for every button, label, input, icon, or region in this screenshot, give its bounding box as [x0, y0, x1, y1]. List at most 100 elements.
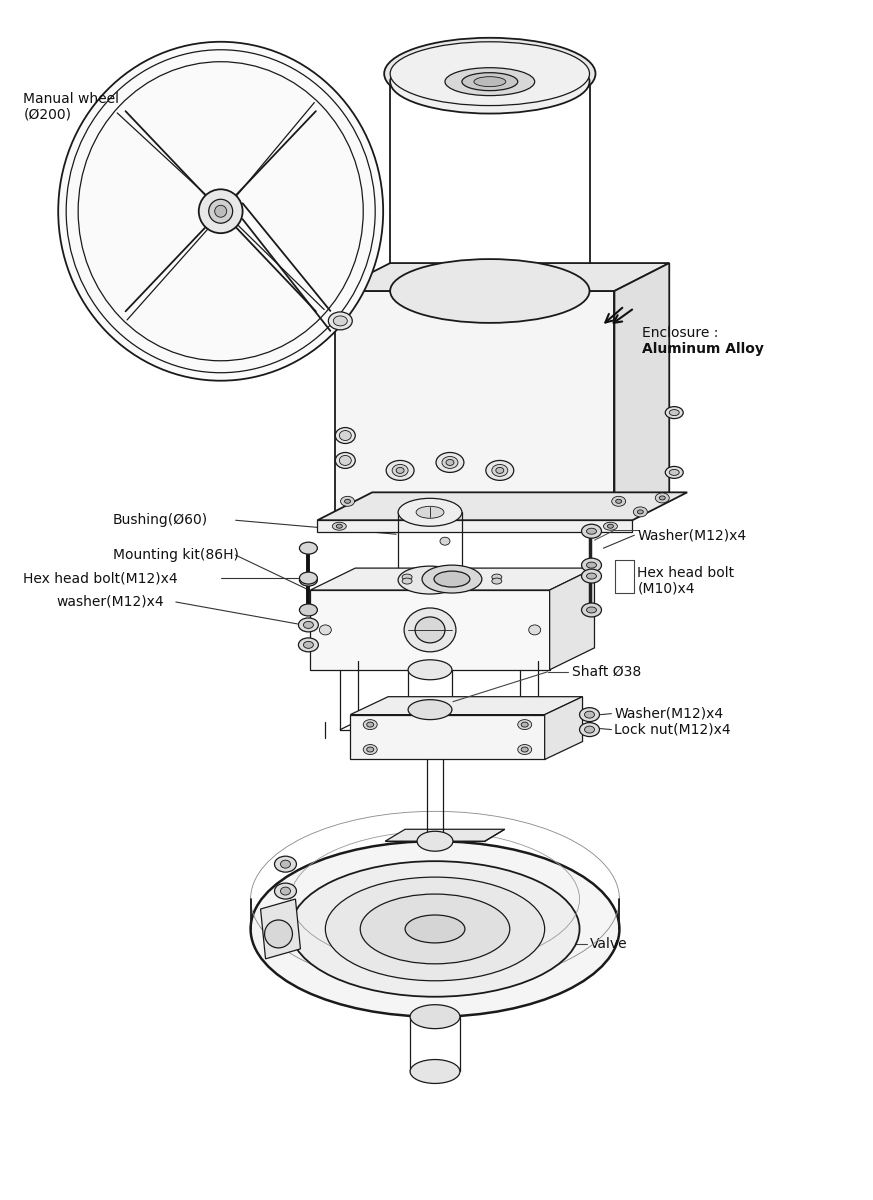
Ellipse shape	[491, 578, 502, 584]
Ellipse shape	[398, 498, 462, 527]
Text: Mounting kit(86H): Mounting kit(86H)	[113, 548, 239, 562]
Ellipse shape	[280, 860, 291, 868]
Ellipse shape	[518, 744, 532, 755]
Text: Washer(M12)x4: Washer(M12)x4	[615, 707, 724, 721]
Ellipse shape	[333, 522, 347, 530]
Ellipse shape	[585, 712, 595, 718]
Ellipse shape	[328, 312, 353, 330]
Ellipse shape	[361, 894, 510, 964]
Ellipse shape	[304, 641, 313, 648]
Ellipse shape	[665, 407, 684, 419]
Ellipse shape	[335, 452, 355, 468]
Ellipse shape	[445, 67, 534, 96]
Ellipse shape	[422, 565, 482, 593]
Ellipse shape	[580, 708, 600, 721]
Ellipse shape	[299, 604, 318, 616]
Ellipse shape	[390, 259, 589, 323]
Ellipse shape	[580, 722, 600, 737]
Ellipse shape	[670, 409, 679, 415]
Ellipse shape	[486, 461, 513, 480]
Ellipse shape	[670, 469, 679, 475]
Ellipse shape	[265, 920, 292, 948]
Ellipse shape	[415, 617, 445, 643]
Ellipse shape	[58, 42, 383, 380]
Ellipse shape	[367, 722, 374, 727]
Ellipse shape	[299, 574, 318, 586]
Ellipse shape	[215, 205, 227, 217]
Text: (M10)x4: (M10)x4	[637, 581, 695, 595]
Ellipse shape	[587, 562, 596, 568]
Ellipse shape	[398, 566, 462, 594]
Ellipse shape	[474, 77, 505, 86]
Text: Shaft Ø38: Shaft Ø38	[572, 665, 641, 679]
Ellipse shape	[491, 574, 502, 580]
Ellipse shape	[491, 464, 508, 476]
Ellipse shape	[336, 524, 342, 528]
Ellipse shape	[299, 572, 318, 584]
Ellipse shape	[410, 1060, 460, 1084]
Polygon shape	[335, 290, 615, 521]
Ellipse shape	[581, 558, 601, 572]
Ellipse shape	[340, 431, 351, 440]
Text: Enclosure :: Enclosure :	[643, 326, 718, 340]
Ellipse shape	[587, 528, 596, 534]
Text: Lock nut(M12)x4: Lock nut(M12)x4	[615, 722, 731, 737]
Ellipse shape	[299, 542, 318, 554]
Polygon shape	[311, 568, 595, 590]
Polygon shape	[615, 263, 670, 521]
Ellipse shape	[390, 49, 589, 114]
Ellipse shape	[416, 506, 444, 518]
Text: Hex head bolt(M12)x4: Hex head bolt(M12)x4	[24, 571, 178, 586]
Ellipse shape	[320, 625, 332, 635]
Ellipse shape	[436, 452, 464, 473]
Ellipse shape	[299, 618, 319, 632]
Ellipse shape	[367, 748, 374, 752]
Ellipse shape	[585, 726, 595, 733]
Ellipse shape	[615, 499, 622, 503]
Text: Aluminum Alloy: Aluminum Alloy	[643, 342, 764, 356]
Polygon shape	[485, 829, 505, 841]
Ellipse shape	[656, 493, 670, 503]
Polygon shape	[350, 697, 582, 715]
Polygon shape	[260, 899, 300, 959]
Ellipse shape	[386, 461, 414, 480]
Ellipse shape	[274, 856, 297, 872]
Ellipse shape	[521, 748, 528, 752]
Ellipse shape	[326, 877, 545, 980]
Ellipse shape	[529, 625, 540, 635]
Ellipse shape	[402, 578, 412, 584]
Ellipse shape	[291, 862, 580, 997]
Ellipse shape	[392, 464, 408, 476]
Ellipse shape	[634, 506, 647, 517]
Ellipse shape	[408, 700, 452, 720]
Ellipse shape	[521, 722, 528, 727]
Ellipse shape	[518, 720, 532, 730]
Ellipse shape	[581, 524, 601, 538]
Text: washer(M12)x4: washer(M12)x4	[56, 595, 164, 608]
Ellipse shape	[612, 497, 626, 506]
Ellipse shape	[396, 468, 404, 474]
Polygon shape	[385, 829, 505, 841]
Ellipse shape	[417, 832, 453, 851]
Ellipse shape	[345, 499, 351, 503]
Ellipse shape	[363, 744, 377, 755]
Ellipse shape	[404, 608, 456, 652]
Ellipse shape	[637, 510, 643, 514]
Ellipse shape	[603, 522, 617, 530]
Text: Hex head bolt: Hex head bolt	[637, 566, 734, 580]
Ellipse shape	[384, 37, 595, 109]
Polygon shape	[545, 697, 582, 760]
Ellipse shape	[440, 538, 450, 545]
Ellipse shape	[408, 660, 452, 679]
Ellipse shape	[462, 73, 518, 91]
Ellipse shape	[299, 638, 319, 652]
Text: Washer(M12)x4: Washer(M12)x4	[637, 528, 746, 542]
Ellipse shape	[199, 190, 243, 233]
Ellipse shape	[402, 574, 412, 580]
Text: Valve: Valve	[589, 937, 627, 950]
Ellipse shape	[390, 42, 589, 106]
Ellipse shape	[446, 460, 454, 466]
Ellipse shape	[333, 316, 347, 326]
Ellipse shape	[434, 571, 470, 587]
Ellipse shape	[581, 602, 601, 617]
